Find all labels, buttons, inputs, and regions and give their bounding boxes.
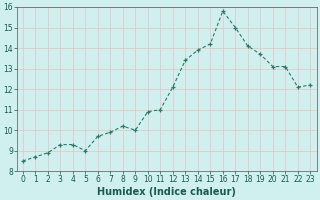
X-axis label: Humidex (Indice chaleur): Humidex (Indice chaleur)	[97, 187, 236, 197]
